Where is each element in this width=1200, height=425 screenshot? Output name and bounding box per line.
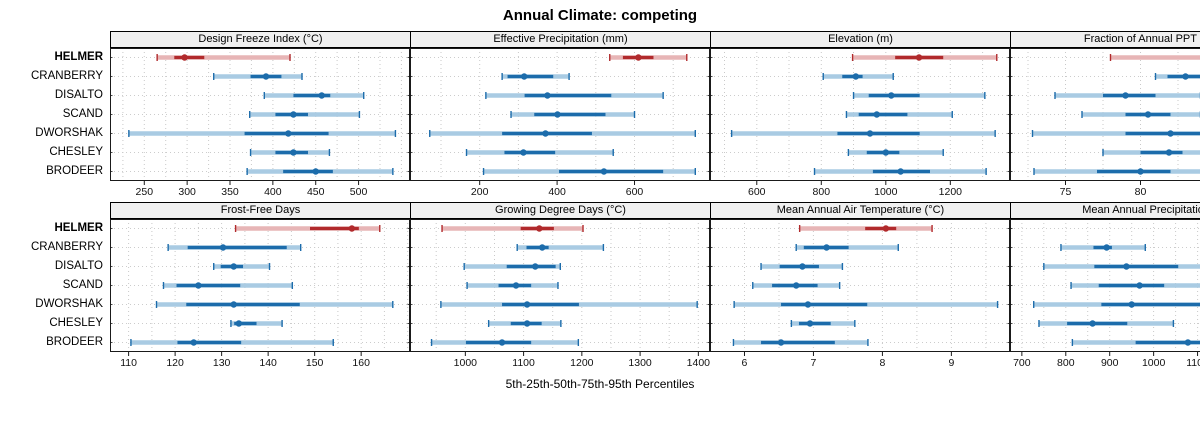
svg-text:1000: 1000	[874, 186, 898, 197]
svg-text:300: 300	[178, 186, 196, 197]
svg-text:1100: 1100	[512, 357, 535, 368]
panel-row-1: Design Freeze Index (°C) Effective Preci…	[0, 31, 1200, 197]
svg-text:1200: 1200	[570, 357, 594, 368]
site-label: BRODEER	[46, 165, 103, 177]
site-label: SCAND	[62, 108, 103, 120]
figure: Annual Climate: competing Design Freeze …	[0, 7, 1200, 391]
site-label: BRODEER	[46, 336, 103, 348]
panel-growing-degree-days: 1000 1100 1200 1300 1400	[410, 219, 710, 368]
strip-mean-annual-air-temperature: Mean Annual Air Temperature (°C)	[710, 202, 1011, 219]
site-labels-left-row1: HELMER CRANBERRY DISALTO SCAND DWORSHAK …	[0, 48, 110, 197]
strip-growing-degree-days: Growing Degree Days (°C)	[410, 202, 711, 219]
svg-text:400: 400	[264, 186, 282, 197]
site-label: DWORSHAK	[35, 127, 103, 139]
panel-plot-mean-annual-air-temperature: 6 7 8 9	[710, 219, 1010, 368]
panel-mean-annual-air-temperature: 6 7 8 9	[710, 219, 1010, 368]
svg-text:110: 110	[120, 357, 137, 368]
strip-design-freeze-index: Design Freeze Index (°C)	[110, 31, 411, 48]
svg-text:500: 500	[350, 186, 368, 197]
panel-plot-growing-degree-days: 1000 1100 1200 1300 1400	[410, 219, 710, 368]
svg-text:1000: 1000	[1142, 357, 1166, 368]
panel-plot-design-freeze-index: 250 300 350 400 450 500	[110, 48, 410, 197]
panel-plot-effective-precipitation: 200 400 600	[410, 48, 710, 197]
svg-text:350: 350	[221, 186, 239, 197]
svg-text:1300: 1300	[628, 357, 652, 368]
svg-text:1000: 1000	[454, 357, 478, 368]
svg-text:700: 700	[1013, 357, 1031, 368]
x-axis-caption: 5th-25th-50th-75th-95th Percentiles	[505, 377, 695, 391]
site-labels-left-row2: HELMER CRANBERRY DISALTO SCAND DWORSHAK …	[0, 219, 110, 368]
chart-title: Annual Climate: competing	[502, 7, 698, 24]
strip-title: Frost-Free Days	[220, 204, 301, 216]
site-label: CRANBERRY	[31, 70, 103, 82]
site-label: DWORSHAK	[35, 298, 103, 310]
svg-text:600: 600	[748, 186, 766, 197]
site-label: HELMER	[54, 222, 103, 234]
panel-row-2: Frost-Free Days Growing Degree Days (°C)…	[0, 202, 1200, 368]
site-label: SCAND	[62, 279, 103, 291]
svg-text:400: 400	[548, 186, 566, 197]
corner-top-left	[0, 31, 110, 48]
panel-mean-annual-precipitation: 7008009001000110012001300	[1010, 219, 1200, 368]
panel-fraction-ppt-rain: 75808590	[1010, 48, 1200, 197]
svg-text:130: 130	[213, 357, 231, 368]
svg-text:75: 75	[1060, 186, 1072, 197]
svg-text:160: 160	[352, 357, 370, 368]
strip-title: Design Freeze Index (°C)	[198, 33, 323, 45]
strip-title: Effective Precipitation (mm)	[493, 33, 628, 45]
site-label: DISALTO	[54, 89, 103, 101]
site-label: CHESLEY	[49, 146, 103, 158]
svg-text:450: 450	[307, 186, 325, 197]
svg-text:80: 80	[1135, 186, 1147, 197]
panel-effective-precipitation: 200 400 600	[410, 48, 710, 197]
svg-text:8: 8	[879, 357, 885, 368]
svg-text:6: 6	[742, 357, 748, 368]
svg-text:1200: 1200	[939, 186, 963, 197]
site-label: HELMER	[54, 51, 103, 63]
panel-elevation: 600 800 1000 1200	[710, 48, 1010, 197]
strip-title: Fraction of Annual PPT as Rain	[1083, 33, 1200, 45]
svg-text:200: 200	[471, 186, 489, 197]
svg-text:150: 150	[306, 357, 324, 368]
svg-text:800: 800	[1057, 357, 1075, 368]
svg-text:1400: 1400	[687, 357, 710, 368]
svg-text:7: 7	[811, 357, 817, 368]
panel-plot-frost-free-days: 110 120 130 140 150 160	[110, 219, 410, 368]
svg-text:120: 120	[166, 357, 184, 368]
panel-plot-elevation: 600 800 1000 1200	[710, 48, 1010, 197]
panel-plot-mean-annual-precipitation: 7008009001000110012001300	[1010, 219, 1200, 368]
svg-text:250: 250	[136, 186, 154, 197]
corner-top-left	[0, 202, 110, 219]
panel-plot-fraction-ppt-rain: 75808590	[1010, 48, 1200, 197]
svg-text:600: 600	[626, 186, 644, 197]
strip-title: Elevation (m)	[828, 33, 893, 45]
strip-title: Mean Annual Precipitation (mm)	[1082, 204, 1200, 216]
strip-title: Growing Degree Days (°C)	[495, 204, 626, 216]
strip-fraction-ppt-rain: Fraction of Annual PPT as Rain	[1010, 31, 1200, 48]
svg-text:1100: 1100	[1186, 357, 1200, 368]
strip-frost-free-days: Frost-Free Days	[110, 202, 411, 219]
site-label: CRANBERRY	[31, 241, 103, 253]
svg-text:140: 140	[259, 357, 277, 368]
strip-mean-annual-precipitation: Mean Annual Precipitation (mm)	[1010, 202, 1200, 219]
panel-frost-free-days: 110 120 130 140 150 160	[110, 219, 410, 368]
panel-design-freeze-index: 250 300 350 400 450 500	[110, 48, 410, 197]
strip-effective-precipitation: Effective Precipitation (mm)	[410, 31, 711, 48]
strip-title: Mean Annual Air Temperature (°C)	[776, 204, 945, 216]
site-label: CHESLEY	[49, 317, 103, 329]
svg-text:800: 800	[813, 186, 831, 197]
svg-text:900: 900	[1101, 357, 1119, 368]
strip-elevation: Elevation (m)	[710, 31, 1011, 48]
site-label: DISALTO	[54, 260, 103, 272]
svg-text:9: 9	[948, 357, 954, 368]
